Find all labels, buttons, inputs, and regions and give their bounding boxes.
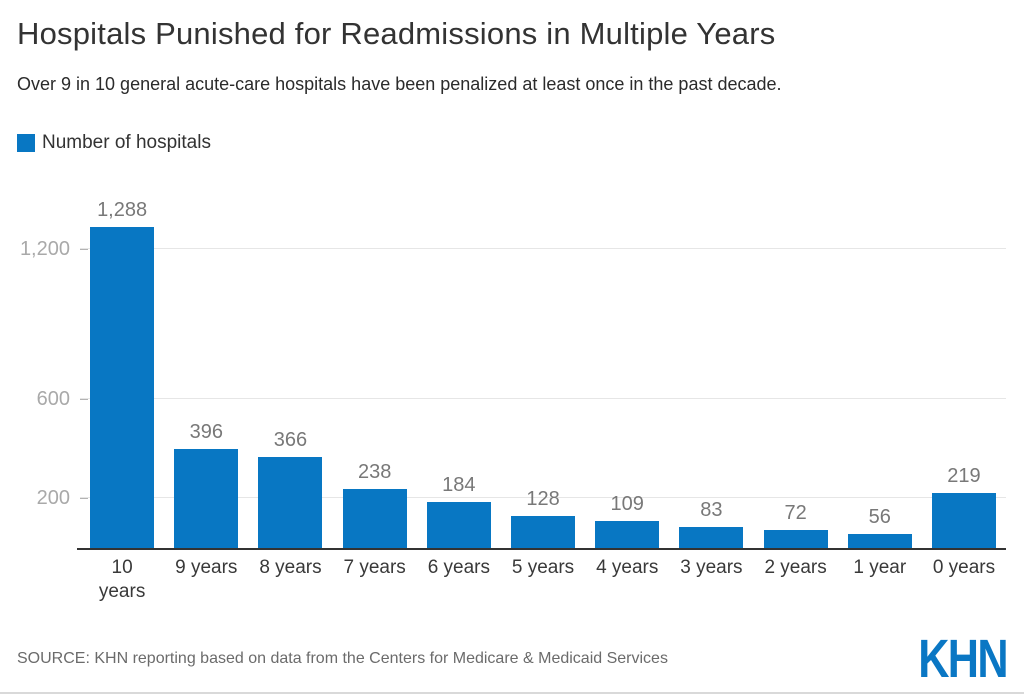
page-title: Hospitals Punished for Readmissions in M… xyxy=(17,16,776,51)
bar-value-label-3-years: 83 xyxy=(700,499,723,521)
x-axis-labels: 10 years 9 years 8 years 7 years 6 years 5 ye… xyxy=(80,556,1006,604)
x-axis-label-6-years: 6 years xyxy=(427,557,490,578)
source-text: SOURCE: KHN reporting based on data from… xyxy=(17,650,668,667)
bar-slot-0-years: 219 xyxy=(922,190,1006,548)
y-tick-label-200: 200 xyxy=(36,487,70,509)
bar-8-years xyxy=(258,457,323,548)
x-axis-label-10-years: 10 years xyxy=(98,557,146,602)
khn-logo: KHN xyxy=(918,629,1008,689)
bar-value-label-6-years: 184 xyxy=(442,474,476,496)
bar-6-years xyxy=(426,502,491,548)
x-axis-line xyxy=(77,548,1006,550)
page-subtitle: Over 9 in 10 general acute-care hospital… xyxy=(17,74,782,94)
bottom-divider xyxy=(0,692,1024,694)
y-tick-label-600: 600 xyxy=(36,388,70,410)
y-tick-mark-1200 xyxy=(80,248,88,250)
y-tick-label-1200: 1,200 xyxy=(19,238,70,260)
bar-slot-10-years: 1,288 xyxy=(80,190,164,548)
bar-series: 1,288 396 366 238 184 128 109 83 72 56 219 xyxy=(80,190,1006,548)
bar-value-label-0-years: 219 xyxy=(947,465,981,487)
plot-area: 1,288 396 366 238 184 128 109 83 72 56 219 xyxy=(77,190,1006,550)
x-axis-label-2-years: 2 years xyxy=(764,557,827,578)
bar-1-year xyxy=(847,534,912,548)
bar-0-years xyxy=(931,493,996,548)
footer: SOURCE: KHN reporting based on data from… xyxy=(17,629,1009,689)
bar-9-years xyxy=(174,449,239,548)
legend-swatch-icon xyxy=(17,134,35,152)
x-axis-label-8-years: 8 years xyxy=(259,557,322,578)
y-tick-mark-600 xyxy=(80,398,88,400)
bar-10-years xyxy=(90,227,155,548)
bar-value-label-10-years: 1,288 xyxy=(97,199,148,221)
x-axis-label-4-years: 4 years xyxy=(596,557,659,578)
bar-slot-8-years: 366 xyxy=(248,190,332,548)
bar-slot-5-years: 128 xyxy=(501,190,585,548)
bar-7-years xyxy=(342,489,407,548)
bar-value-label-1-year: 56 xyxy=(868,506,891,528)
bar-slot-3-years: 83 xyxy=(669,190,753,548)
x-axis-label-3-years: 3 years xyxy=(680,557,743,578)
bar-value-label-4-years: 109 xyxy=(610,493,644,515)
y-axis: 200 600 1,200 xyxy=(0,190,88,548)
x-axis-label-1-year: 1 year xyxy=(853,557,907,578)
x-axis-label-5-years: 5 years xyxy=(511,557,575,578)
bar-value-label-5-years: 128 xyxy=(526,488,560,510)
gridline-1200 xyxy=(80,248,1006,249)
bar-2-years xyxy=(763,530,828,548)
bar-slot-2-years: 72 xyxy=(754,190,838,548)
bar-slot-6-years: 184 xyxy=(417,190,501,548)
bar-value-label-2-years: 72 xyxy=(784,502,807,524)
legend: Number of hospitals xyxy=(17,132,211,154)
gridline-600 xyxy=(80,398,1006,399)
bar-4-years xyxy=(595,521,660,548)
bar-slot-4-years: 109 xyxy=(585,190,669,548)
bar-value-label-8-years: 366 xyxy=(273,429,308,451)
bar-slot-7-years: 238 xyxy=(333,190,417,548)
bar-slot-9-years: 396 xyxy=(164,190,248,548)
x-axis-label-9-years: 9 years xyxy=(175,557,238,578)
bar-slot-1-year: 56 xyxy=(838,190,922,548)
bar-3-years xyxy=(679,527,744,548)
bar-value-label-9-years: 396 xyxy=(189,421,223,443)
legend-label: Number of hospitals xyxy=(42,132,211,153)
gridline-200 xyxy=(80,497,1006,498)
x-axis-label-0-years: 0 years xyxy=(932,557,996,578)
x-axis-label-7-years: 7 years xyxy=(343,557,406,578)
y-tick-mark-200 xyxy=(80,497,88,499)
bar-5-years xyxy=(511,516,576,548)
bar-value-label-7-years: 238 xyxy=(357,461,392,483)
